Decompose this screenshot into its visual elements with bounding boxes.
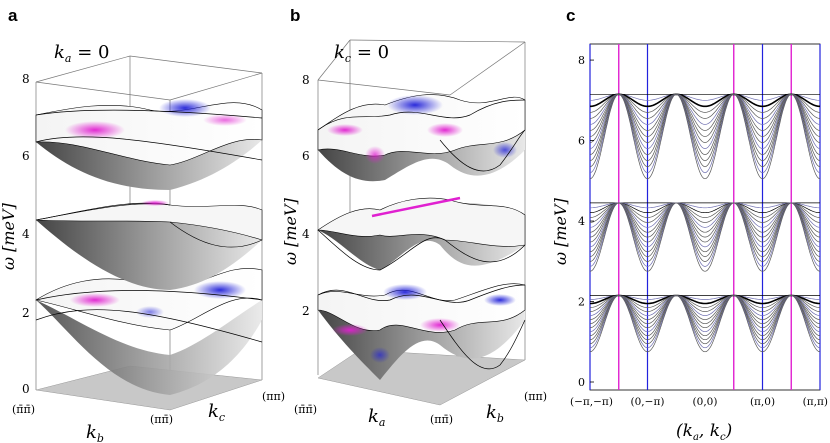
band-line-middle (590, 202, 820, 209)
band-line-lower (589, 295, 821, 316)
band-line-upper (589, 93, 821, 149)
band-line-upper (589, 93, 821, 125)
band-line-lower (589, 295, 821, 308)
panel-a-x-tick-left: (π̄π̄) (12, 403, 35, 416)
band-line-middle (589, 202, 821, 253)
panel-c-y-ticks: 0 2 4 6 8 (578, 54, 594, 389)
panel-a-lower-bands (35, 268, 263, 395)
panel-a-z-tick: 4 (22, 227, 30, 241)
panel-a-upper-bands (35, 99, 263, 190)
y-tick-label: 8 (578, 54, 585, 67)
panel-b-y-label: kb (486, 402, 504, 425)
panel-b-x-tick-left: (π̄π̄) (294, 403, 317, 416)
panel-b-x-tick-right: (ππ̄) (430, 413, 453, 426)
band-line-middle (589, 202, 821, 228)
band-line-upper (589, 93, 821, 162)
band-line-upper (589, 93, 821, 180)
band-line-lower (590, 295, 820, 300)
panel-b-x-label: ka (368, 406, 385, 429)
x-tick-label: (π,π) (803, 396, 828, 408)
x-tick-label: (0,0) (693, 396, 718, 408)
panel-a-z-tick: 0 (22, 382, 30, 396)
band-line-upper (589, 93, 821, 174)
band-line-lower (589, 295, 821, 320)
band-line-lower (589, 295, 821, 329)
panel-c-band-lines (589, 93, 821, 353)
panel-a-3d-plot: 0 2 4 6 8 ω [meV] ka = 0 (π̄π̄) (ππ̄) kb… (0, 42, 285, 443)
y-tick-label: 0 (578, 376, 585, 389)
panel-b-z-tick: 2 (302, 304, 310, 318)
band-line-middle (589, 202, 821, 218)
panel-a-y-label: kc (208, 401, 225, 424)
panel-b-z-label: ω [meV] (281, 197, 300, 265)
band-line-upper (589, 93, 821, 131)
panel-b-z-tick: 8 (302, 73, 310, 87)
panel-c-x-label: (ka, kc) (676, 421, 732, 443)
band-line-lower (589, 295, 821, 333)
band-line-lower (589, 295, 821, 341)
band-line-upper (589, 93, 821, 137)
x-tick-label: (0,−π) (631, 396, 665, 408)
band-line-middle (589, 202, 821, 233)
panel-b-title: kc = 0 (334, 42, 389, 65)
panel-b-lower-bands (317, 283, 526, 380)
band-line-lower (589, 295, 821, 353)
panel-letter-c: c (566, 6, 576, 25)
panel-a-x-label: kb (86, 422, 104, 443)
band-line-lower (590, 294, 820, 305)
panel-a-z-tick: 8 (22, 72, 30, 86)
panel-a-z-tick: 6 (22, 149, 30, 163)
panel-a-x-tick-right: (ππ̄) (150, 413, 173, 426)
band-line-lower (589, 295, 821, 325)
band-line-middle (589, 202, 821, 223)
band-line-upper (590, 93, 820, 108)
panel-a-z-ticks: 0 2 4 6 8 (22, 72, 30, 396)
panel-b-z-tick: 4 (302, 227, 310, 241)
panel-a-z-tick: 2 (22, 306, 30, 320)
band-line-upper (589, 93, 821, 143)
panel-c-chart: 0 2 4 6 8 (−π,−π) (0,−π) (0,0) (π,0) (π,π) ω [me… (551, 43, 828, 443)
band-line-upper (589, 93, 821, 113)
panel-b-middle-band (317, 196, 526, 271)
band-line-middle (589, 202, 821, 243)
panel-letter-a: a (8, 6, 18, 25)
panel-a-title: ka = 0 (54, 42, 109, 65)
panel-b-3d-plot: 2 4 6 8 ω [meV] kc = 0 (π̄π̄) (ππ̄) ka (… (281, 39, 547, 429)
band-line-upper (589, 93, 821, 155)
band-line-middle (589, 202, 821, 214)
band-line-lower (589, 295, 821, 337)
x-tick-label: (π,0) (750, 396, 775, 408)
y-tick-label: 6 (578, 135, 585, 148)
band-line-lower (589, 295, 821, 345)
band-line-middle (589, 202, 821, 272)
band-line-middle (589, 202, 821, 248)
band-line-middle (589, 202, 821, 258)
panel-a-z-label: ω [meV] (0, 202, 18, 270)
panel-b-upper-bands (317, 94, 526, 182)
panel-b-z-tick: 6 (302, 149, 310, 163)
panel-b-floor (317, 349, 526, 406)
y-tick-label: 2 (578, 296, 585, 309)
panel-a-y-tick: (ππ) (262, 390, 285, 403)
panel-c-y-label: ω [meV] (551, 197, 570, 265)
band-line-upper (589, 93, 821, 168)
y-tick-label: 4 (578, 215, 585, 228)
panel-letter-b: b (290, 6, 301, 25)
band-line-middle (589, 202, 821, 262)
panel-c-vertical-lines (589, 44, 821, 390)
panel-b-z-ticks: 2 4 6 8 (302, 73, 310, 318)
panel-c-x-ticks: (−π,−π) (0,−π) (0,0) (π,0) (π,π) (570, 396, 828, 408)
band-line-upper (589, 93, 821, 119)
band-line-upper (590, 93, 820, 101)
band-line-lower (589, 295, 821, 312)
panel-b-y-tick: (ππ) (524, 390, 547, 403)
panel-a-middle-band (35, 200, 263, 290)
x-tick-label: (−π,−π) (570, 396, 613, 408)
band-line-middle (589, 202, 821, 238)
